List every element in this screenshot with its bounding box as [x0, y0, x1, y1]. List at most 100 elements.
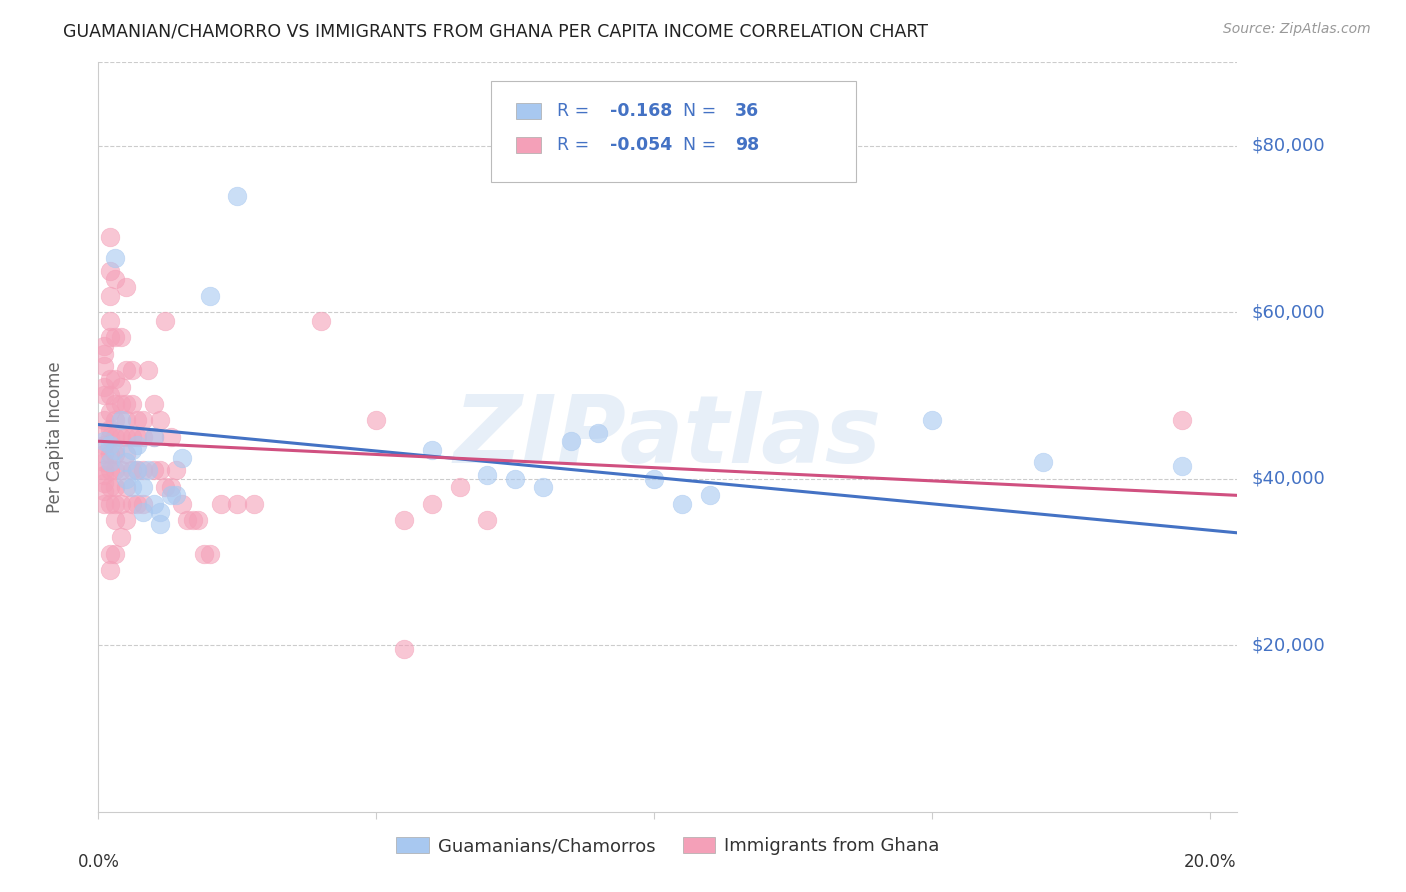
Point	[143, 463, 166, 477]
Point	[98, 447, 121, 461]
Point	[127, 463, 149, 477]
Point	[159, 480, 181, 494]
Point	[449, 480, 471, 494]
Point	[93, 475, 115, 490]
Point	[366, 413, 388, 427]
Point	[121, 497, 143, 511]
Point	[132, 413, 155, 427]
Point	[110, 463, 132, 477]
Text: N =: N =	[683, 103, 721, 120]
Point	[93, 359, 115, 374]
Text: Per Capita Income: Per Capita Income	[46, 361, 65, 513]
Point	[104, 330, 127, 344]
Point	[98, 330, 121, 344]
Point	[115, 397, 138, 411]
Point	[148, 505, 170, 519]
Point	[104, 251, 127, 265]
Point	[143, 497, 166, 511]
Point	[93, 467, 115, 482]
Point	[98, 497, 121, 511]
Point	[209, 497, 232, 511]
Point	[98, 480, 121, 494]
Point	[98, 430, 121, 444]
Point	[93, 463, 115, 477]
Point	[93, 484, 115, 499]
Text: GUAMANIAN/CHAMORRO VS IMMIGRANTS FROM GHANA PER CAPITA INCOME CORRELATION CHART: GUAMANIAN/CHAMORRO VS IMMIGRANTS FROM GH…	[63, 22, 928, 40]
Text: ZIPatlas: ZIPatlas	[454, 391, 882, 483]
Point	[93, 434, 115, 449]
Point	[115, 413, 138, 427]
Point	[159, 430, 181, 444]
Point	[153, 480, 176, 494]
Text: -0.054: -0.054	[610, 136, 672, 153]
Point	[165, 488, 187, 502]
Point	[104, 547, 127, 561]
Point	[115, 280, 138, 294]
Point	[132, 505, 155, 519]
Point	[159, 488, 181, 502]
Text: 0.0%: 0.0%	[77, 853, 120, 871]
Point	[93, 447, 115, 461]
Point	[98, 547, 121, 561]
Point	[104, 447, 127, 461]
Text: $40,000: $40,000	[1251, 470, 1324, 488]
Point	[392, 642, 415, 657]
Point	[104, 430, 127, 444]
Point	[104, 480, 127, 494]
Point	[143, 430, 166, 444]
Point	[477, 467, 499, 482]
Point	[115, 363, 138, 377]
Point	[98, 455, 121, 469]
Point	[104, 372, 127, 386]
Point	[104, 413, 127, 427]
Point	[153, 313, 176, 327]
Point	[98, 263, 121, 277]
Point	[110, 413, 132, 427]
Point	[143, 397, 166, 411]
Point	[110, 397, 132, 411]
Point	[98, 230, 121, 244]
Point	[1170, 459, 1192, 474]
Point	[98, 422, 121, 436]
Point	[643, 472, 665, 486]
Point	[98, 463, 121, 477]
Text: $20,000: $20,000	[1251, 636, 1324, 654]
Point	[98, 438, 121, 452]
Point	[115, 472, 138, 486]
Point	[93, 380, 115, 394]
Point	[243, 497, 266, 511]
Point	[127, 497, 149, 511]
Point	[121, 480, 143, 494]
Point	[93, 413, 115, 427]
Point	[93, 338, 115, 352]
Point	[115, 430, 138, 444]
Point	[110, 330, 132, 344]
Point	[132, 497, 155, 511]
Point	[110, 530, 132, 544]
Point	[420, 497, 443, 511]
Point	[226, 497, 249, 511]
Point	[420, 442, 443, 457]
FancyBboxPatch shape	[491, 81, 856, 182]
Point	[121, 442, 143, 457]
Point	[226, 188, 249, 202]
Point	[198, 288, 221, 302]
Point	[93, 388, 115, 402]
Text: $80,000: $80,000	[1251, 136, 1324, 154]
Point	[127, 438, 149, 452]
Point	[132, 480, 155, 494]
Text: 98: 98	[735, 136, 759, 153]
Point	[193, 547, 215, 561]
Point	[104, 397, 127, 411]
Point	[93, 497, 115, 511]
Point	[187, 513, 209, 527]
Point	[165, 463, 187, 477]
Point	[170, 450, 193, 465]
Text: N =: N =	[683, 136, 721, 153]
Text: $60,000: $60,000	[1251, 303, 1324, 321]
Text: Source: ZipAtlas.com: Source: ZipAtlas.com	[1223, 22, 1371, 37]
Point	[115, 455, 138, 469]
Point	[132, 463, 155, 477]
Point	[560, 434, 582, 449]
Point	[127, 463, 149, 477]
